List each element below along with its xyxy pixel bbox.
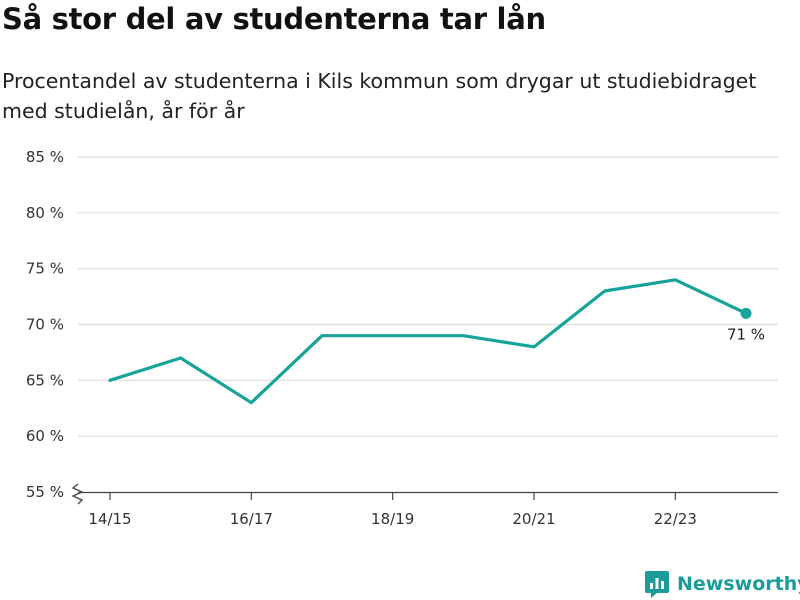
y-tick-label: 65 %: [26, 371, 64, 389]
gridlines: [78, 156, 778, 437]
end-point-marker: [740, 307, 752, 319]
y-tick-label: 60 %: [26, 427, 64, 445]
axis-break-icon: [71, 483, 84, 505]
series-line: [108, 278, 748, 405]
y-tick-label: 70 %: [26, 316, 64, 334]
x-tick-label: 18/19: [371, 510, 414, 528]
brand-name: Newsworthy: [677, 573, 800, 595]
brand-logo: Newsworthy: [644, 568, 800, 600]
chart-subtitle: Procentandel av studenterna i Kils kommu…: [2, 69, 757, 123]
y-tick-label: 80 %: [26, 204, 64, 222]
y-tick-label: 75 %: [26, 260, 64, 278]
x-tick-label: 22/23: [654, 510, 697, 528]
x-axis-ticks: 14/15 16/17 18/19 20/21 22/23: [88, 492, 697, 528]
y-axis-ticks: 55 % 60 % 65 % 70 % 75 % 80 % 85 %: [26, 148, 64, 501]
end-value-label: 71 %: [727, 325, 765, 343]
chart-title: Så stor del av studenterna tar lån: [2, 2, 546, 36]
newsworthy-logo-icon: [645, 571, 669, 598]
y-tick-label: 85 %: [26, 148, 64, 166]
x-tick-label: 14/15: [88, 510, 131, 528]
x-tick-label: 16/17: [230, 510, 273, 528]
y-tick-label: 55 %: [26, 483, 64, 501]
x-tick-label: 20/21: [512, 510, 555, 528]
series-layer: [108, 278, 752, 405]
